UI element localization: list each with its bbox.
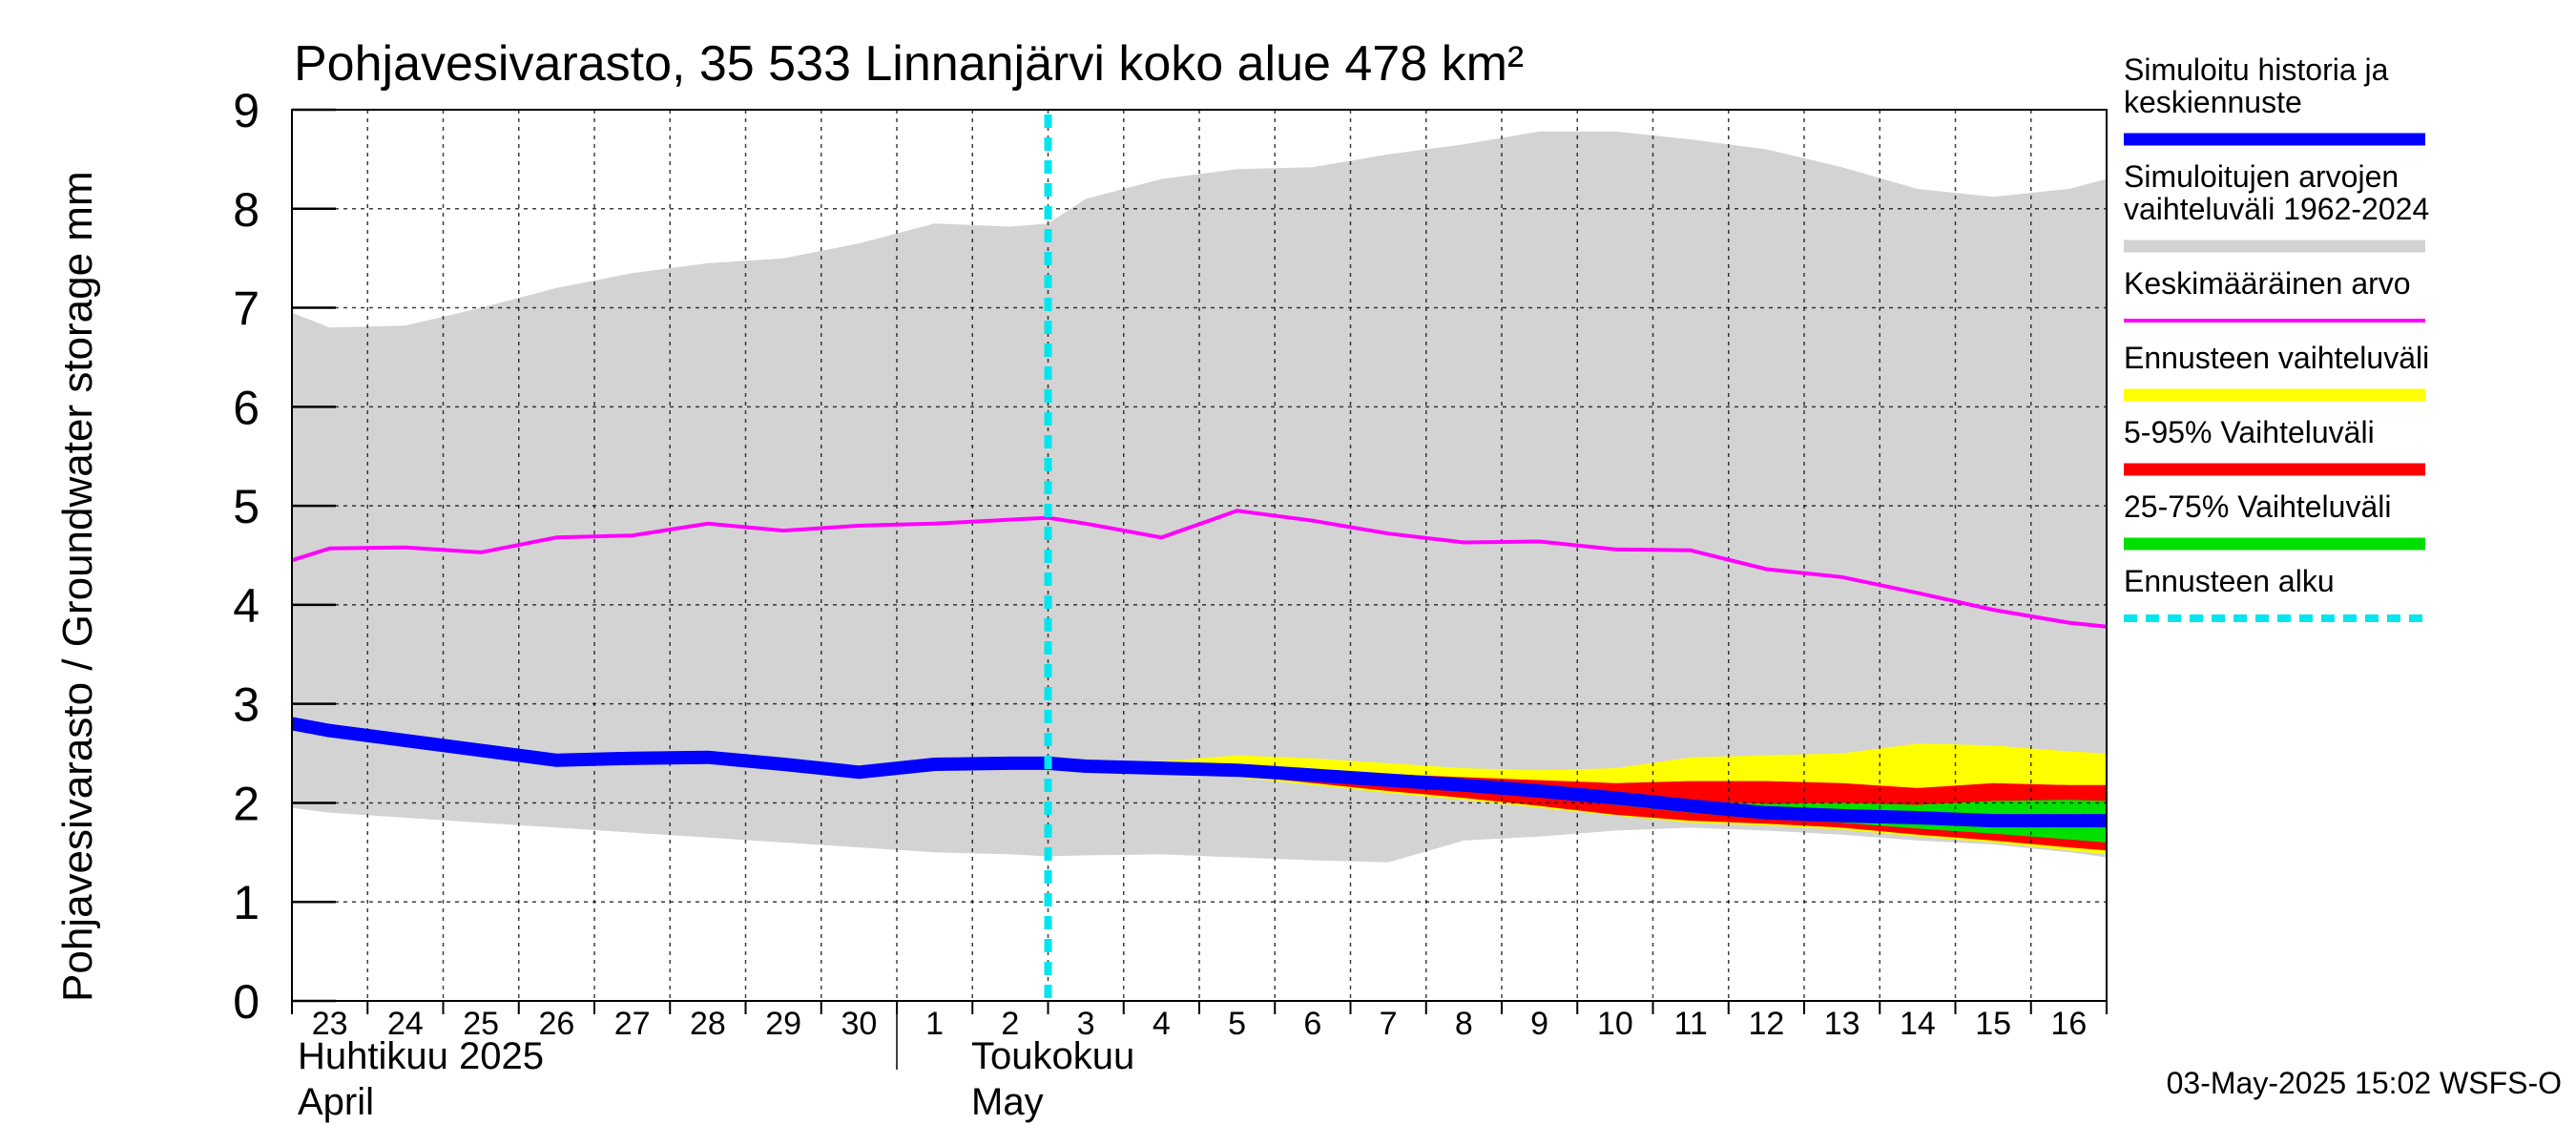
x-tick-label: 28: [690, 1006, 726, 1042]
x-tick-label: 4: [1153, 1006, 1171, 1042]
x-tick-label: 12: [1748, 1006, 1784, 1042]
legend-label: keskiennuste: [2124, 85, 2302, 119]
y-axis-label: Pohjavesivarasto / Groundwater storage m…: [54, 171, 101, 1002]
y-tick-label: 0: [233, 975, 260, 1029]
y-tick-label: 1: [233, 876, 260, 929]
legend-label: 25-75% Vaihteluväli: [2124, 489, 2391, 524]
x-tick-label: 23: [312, 1006, 348, 1042]
x-tick-label: 27: [614, 1006, 651, 1042]
legend-label: Simuloitu historia ja: [2124, 52, 2389, 87]
x-tick-label: 15: [1975, 1006, 2011, 1042]
y-tick-label: 5: [233, 480, 260, 533]
x-tick-label: 6: [1303, 1006, 1321, 1042]
x-tick-label: 3: [1077, 1006, 1095, 1042]
x-tick-label: 5: [1228, 1006, 1246, 1042]
y-tick-label: 7: [233, 282, 260, 336]
x-tick-label: 7: [1380, 1006, 1398, 1042]
x-tick-label: 14: [1900, 1006, 1936, 1042]
y-tick-label: 9: [233, 84, 260, 137]
y-tick-label: 8: [233, 183, 260, 237]
legend-label: Simuloitujen arvojen: [2124, 159, 2399, 194]
legend-label: Ennusteen vaihteluväli: [2124, 341, 2429, 375]
y-tick-label: 2: [233, 777, 260, 830]
legend-label: Ennusteen alku: [2124, 564, 2335, 598]
legend-label: Keskimääräinen arvo: [2124, 266, 2411, 301]
month-label-may-en: May: [971, 1081, 1044, 1123]
x-tick-label: 26: [538, 1006, 574, 1042]
x-axis: 23 24 25 26 27 28 29 30 1 2 3 4 5 6 7 8 9 10 11 12 13 14 15 16: [291, 1001, 2108, 1070]
mean-line: [291, 509, 2108, 629]
x-tick-label: 9: [1530, 1006, 1548, 1042]
footer-timestamp: 03-May-2025 15:02 WSFS-O: [2167, 1066, 2562, 1100]
y-axis: 0 1 2 3 4 5 6 7 8 9: [233, 84, 336, 1029]
legend-label: vaihteluväli 1962-2024: [2124, 192, 2429, 226]
grid-lines: [292, 110, 2107, 1001]
x-tick-label: 11: [1673, 1006, 1707, 1042]
y-tick-label: 4: [233, 579, 260, 633]
x-tick-label: 24: [387, 1006, 424, 1042]
month-label-april-en: April: [298, 1081, 374, 1123]
x-tick-label: 30: [841, 1006, 877, 1042]
month-label-may-fi: Toukokuu: [971, 1035, 1134, 1077]
x-tick-label: 25: [463, 1006, 499, 1042]
legend-label: 5-95% Vaihteluväli: [2124, 415, 2375, 449]
series-lines: [290, 114, 2108, 1001]
x-tick-label: 1: [925, 1006, 944, 1042]
y-tick-label: 3: [233, 678, 260, 732]
month-label-april-fi: Huhtikuu 2025: [298, 1035, 544, 1077]
x-tick-label: 8: [1455, 1006, 1473, 1042]
y-tick-label: 6: [233, 381, 260, 434]
forecast-median-line: [1047, 756, 2107, 828]
x-tick-label: 29: [765, 1006, 801, 1042]
x-tick-label: 10: [1597, 1006, 1633, 1042]
x-tick-label: 16: [2050, 1006, 2087, 1042]
x-tick-label: 2: [1001, 1006, 1019, 1042]
history-line: [290, 717, 1049, 780]
x-tick-label: 13: [1824, 1006, 1860, 1042]
chart-title: Pohjavesivarasto, 35 533 Linnanjärvi kok…: [294, 36, 1524, 92]
